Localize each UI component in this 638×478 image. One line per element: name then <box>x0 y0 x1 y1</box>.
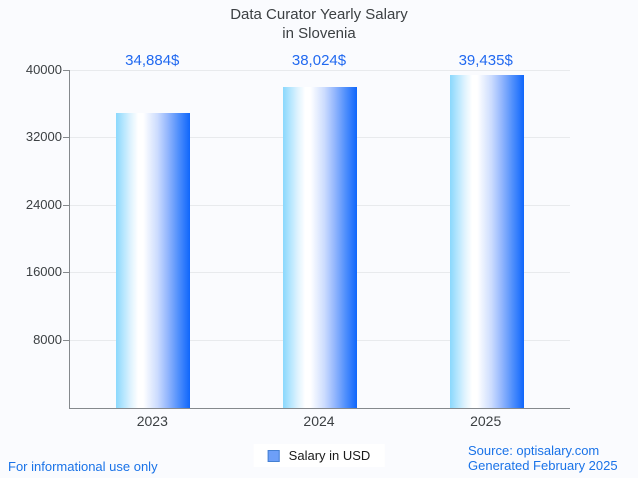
bar-value-label: 38,024$ <box>291 52 347 69</box>
chart-title-line1: Data Curator Yearly Salary <box>230 6 408 23</box>
plot-area <box>63 70 570 409</box>
bar <box>283 86 357 408</box>
chart-title: Data Curator Yearly Salary in Slovenia <box>0 5 638 43</box>
footer-note: For informational use only <box>8 459 158 474</box>
y-axis-tick <box>63 272 69 273</box>
y-axis-label: 40000 <box>25 62 62 77</box>
legend: Salary in USD <box>253 444 385 467</box>
footer-source: Source: optisalary.com Generated Februar… <box>468 443 618 473</box>
y-axis-label: 8000 <box>33 332 62 347</box>
legend-swatch-icon <box>267 449 280 462</box>
bar <box>449 74 524 408</box>
bar <box>116 113 191 408</box>
y-axis-tick <box>63 137 69 138</box>
footer-source-line1: Source: optisalary.com <box>468 443 600 458</box>
footer-source-line2: Generated February 2025 <box>468 458 618 473</box>
y-axis-tick <box>63 205 69 206</box>
y-axis-tick <box>63 70 69 71</box>
legend-label: Salary in USD <box>288 448 371 463</box>
gridline <box>70 70 570 71</box>
chart-title-line2: in Slovenia <box>282 25 356 42</box>
x-axis-label: 2024 <box>303 413 335 429</box>
bar-value-label: 34,884$ <box>125 52 180 69</box>
y-axis-label: 16000 <box>25 264 62 279</box>
y-axis-tick <box>63 340 69 341</box>
bar-value-label: 39,435$ <box>458 52 513 69</box>
x-axis-label: 2023 <box>136 413 168 429</box>
x-axis-label: 2025 <box>470 413 502 429</box>
y-axis-label: 32000 <box>25 129 62 144</box>
y-axis-label: 24000 <box>25 197 62 212</box>
